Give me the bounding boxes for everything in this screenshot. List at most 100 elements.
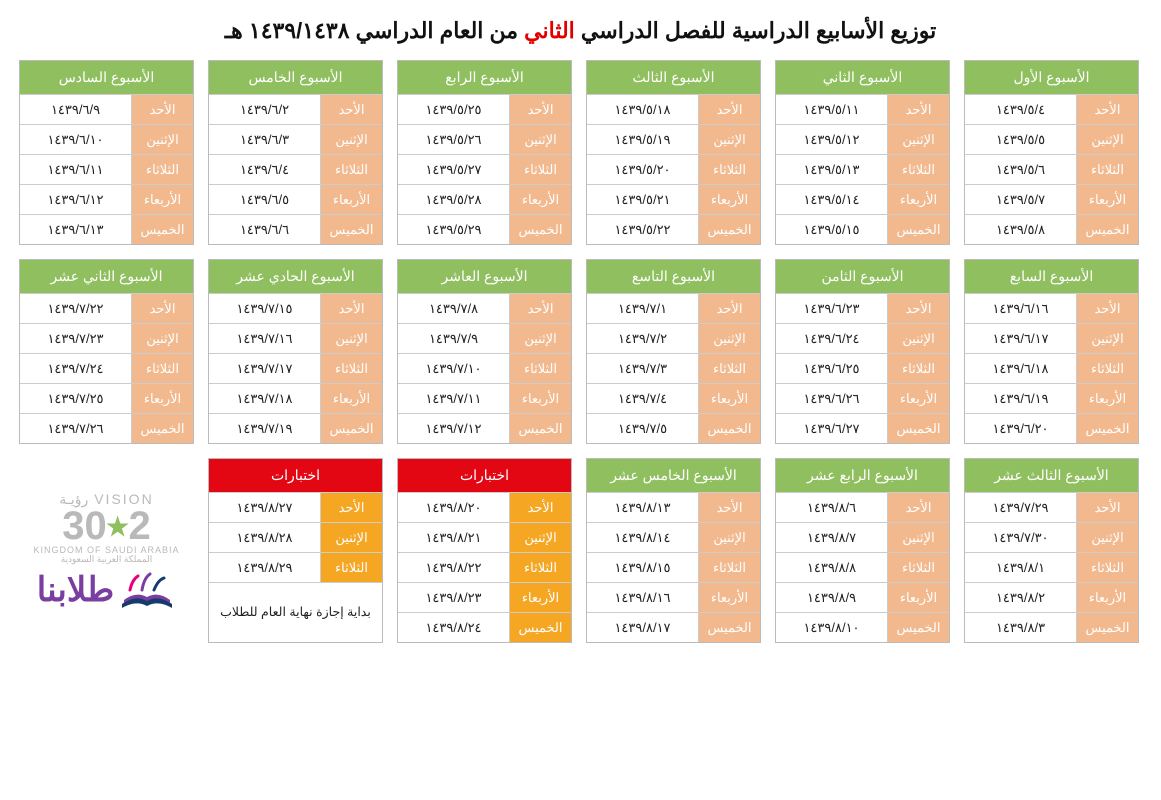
day-label: الخميس [887, 613, 949, 642]
day-label: الإثنين [320, 324, 382, 353]
title-part-red: الثاني [524, 18, 575, 43]
day-date: ١٤٣٩/٨/٢٣ [398, 583, 509, 612]
day-label: الثلاثاء [698, 155, 760, 184]
day-label: الإثنين [698, 125, 760, 154]
day-date: ١٤٣٩/٨/١٣ [587, 493, 698, 522]
day-row: الخميس١٤٣٩/٨/١٠ [776, 612, 949, 642]
day-row: الإثنين١٤٣٩/٧/٢٣ [20, 323, 193, 353]
week-card: الأسبوع الحادي عشرالأحد١٤٣٩/٧/١٥الإثنين١… [208, 259, 383, 444]
day-label: الثلاثاء [320, 155, 382, 184]
day-label: الأربعاء [320, 384, 382, 413]
day-row: الإثنين١٤٣٩/٨/٢١ [398, 522, 571, 552]
day-row: الأربعاء١٤٣٩/٨/٩ [776, 582, 949, 612]
day-row: الأحد١٤٣٩/٥/٤ [965, 94, 1138, 124]
day-row: الخميس١٤٣٩/٦/٢٠ [965, 413, 1138, 443]
day-label: الثلاثاء [1076, 354, 1138, 383]
day-date: ١٤٣٩/٧/٢٥ [20, 384, 131, 413]
day-date: ١٤٣٩/٧/١٥ [209, 294, 320, 323]
day-date: ١٤٣٩/٨/٢٤ [398, 613, 509, 642]
day-date: ١٤٣٩/٧/١١ [398, 384, 509, 413]
day-label: الثلاثاء [131, 354, 193, 383]
day-row: الأربعاء١٤٣٩/٨/٢٣ [398, 582, 571, 612]
day-label: الثلاثاء [320, 354, 382, 383]
week-card: اختباراتالأحد١٤٣٩/٨/٢٠الإثنين١٤٣٩/٨/٢١ال… [397, 458, 572, 643]
day-row: الأربعاء١٤٣٩/٧/٢٥ [20, 383, 193, 413]
week-card: الأسبوع الرابعالأحد١٤٣٩/٥/٢٥الإثنين١٤٣٩/… [397, 60, 572, 245]
day-row: الأربعاء١٤٣٩/٦/١٩ [965, 383, 1138, 413]
day-row: الأحد١٤٣٩/٦/١٦ [965, 293, 1138, 323]
day-label: الخميس [509, 414, 571, 443]
day-date: ١٤٣٩/٨/٣ [965, 613, 1076, 642]
day-row: الأحد١٤٣٩/٦/٩ [20, 94, 193, 124]
week-card: الأسبوع الثالثالأحد١٤٣٩/٥/١٨الإثنين١٤٣٩/… [586, 60, 761, 245]
day-row: الأربعاء١٤٣٩/٧/١١ [398, 383, 571, 413]
day-date: ١٤٣٩/٨/٩ [776, 583, 887, 612]
week-note: بداية إجازة نهاية العام للطلاب [209, 582, 382, 642]
day-row: الأحد١٤٣٩/٧/١ [587, 293, 760, 323]
day-row: الأربعاء١٤٣٩/٦/١٢ [20, 184, 193, 214]
day-label: الأربعاء [698, 583, 760, 612]
day-label: الخميس [509, 613, 571, 642]
day-date: ١٤٣٩/٦/٢٠ [965, 414, 1076, 443]
day-date: ١٤٣٩/٦/٢ [209, 95, 320, 124]
weeks-grid: الأسبوع الأولالأحد١٤٣٩/٥/٤الإثنين١٤٣٩/٥/… [22, 60, 1139, 643]
vision-2030-logo: VISION رؤيـة2٭30KINGDOM OF SAUDI ARABIA … [19, 492, 194, 564]
day-label: الأحد [887, 294, 949, 323]
day-label: الخميس [887, 414, 949, 443]
day-row: الخميس١٤٣٩/٥/٢٢ [587, 214, 760, 244]
day-date: ١٤٣٩/٥/٢٥ [398, 95, 509, 124]
day-date: ١٤٣٩/٦/٩ [20, 95, 131, 124]
day-row: الإثنين١٤٣٩/٥/٥ [965, 124, 1138, 154]
day-row: الإثنين١٤٣٩/٥/١٢ [776, 124, 949, 154]
day-row: الأربعاء١٤٣٩/٥/٢١ [587, 184, 760, 214]
day-label: الأحد [131, 95, 193, 124]
day-date: ١٤٣٩/٧/٢٦ [20, 414, 131, 443]
day-date: ١٤٣٩/٦/١٦ [965, 294, 1076, 323]
day-row: الأحد١٤٣٩/٨/٦ [776, 492, 949, 522]
day-row: الخميس١٤٣٩/٧/٢٦ [20, 413, 193, 443]
week-card: الأسبوع الثامنالأحد١٤٣٩/٦/٢٣الإثنين١٤٣٩/… [775, 259, 950, 444]
day-row: الإثنين١٤٣٩/٦/٢٤ [776, 323, 949, 353]
day-date: ١٤٣٩/٧/١ [587, 294, 698, 323]
day-label: الخميس [509, 215, 571, 244]
day-row: الثلاثاء١٤٣٩/٦/١٨ [965, 353, 1138, 383]
day-row: الثلاثاء١٤٣٩/٧/١٠ [398, 353, 571, 383]
book-icon [118, 570, 176, 610]
title-part-a: توزيع الأسابيع الدراسية للفصل الدراسي [581, 18, 936, 43]
day-row: الثلاثاء١٤٣٩/٨/١٥ [587, 552, 760, 582]
day-date: ١٤٣٩/٦/٣ [209, 125, 320, 154]
day-row: الثلاثاء١٤٣٩/٦/١١ [20, 154, 193, 184]
day-row: الثلاثاء١٤٣٩/٦/٢٥ [776, 353, 949, 383]
day-row: الثلاثاء١٤٣٩/٥/٢٠ [587, 154, 760, 184]
day-label: الخميس [698, 414, 760, 443]
day-row: الأربعاء١٤٣٩/٥/٢٨ [398, 184, 571, 214]
page-title: توزيع الأسابيع الدراسية للفصل الدراسي ال… [22, 18, 1139, 44]
week-card: الأسبوع الرابع عشرالأحد١٤٣٩/٨/٦الإثنين١٤… [775, 458, 950, 643]
day-label: الأحد [509, 294, 571, 323]
day-date: ١٤٣٩/٦/٦ [209, 215, 320, 244]
day-date: ١٤٣٩/٨/٨ [776, 553, 887, 582]
day-date: ١٤٣٩/٨/١٥ [587, 553, 698, 582]
day-row: الأربعاء١٤٣٩/٨/٢ [965, 582, 1138, 612]
day-row: الأربعاء١٤٣٩/٦/٥ [209, 184, 382, 214]
day-label: الخميس [131, 215, 193, 244]
day-label: الأحد [131, 294, 193, 323]
day-label: الخميس [320, 414, 382, 443]
day-date: ١٤٣٩/٧/١٧ [209, 354, 320, 383]
day-label: الثلاثاء [509, 553, 571, 582]
week-card: الأسبوع الخامسالأحد١٤٣٩/٦/٢الإثنين١٤٣٩/٦… [208, 60, 383, 245]
day-date: ١٤٣٩/٧/٢٢ [20, 294, 131, 323]
day-row: الأحد١٤٣٩/٨/١٣ [587, 492, 760, 522]
day-row: الخميس١٤٣٩/٧/١٢ [398, 413, 571, 443]
week-header: الأسبوع الثاني عشر [20, 260, 193, 293]
day-date: ١٤٣٩/٨/١٧ [587, 613, 698, 642]
day-date: ١٤٣٩/٥/٢٧ [398, 155, 509, 184]
day-label: الثلاثاء [509, 354, 571, 383]
day-date: ١٤٣٩/٥/٢١ [587, 185, 698, 214]
day-row: الأربعاء١٤٣٩/٧/١٨ [209, 383, 382, 413]
day-row: الأحد١٤٣٩/٧/١٥ [209, 293, 382, 323]
day-row: الأحد١٤٣٩/٨/٢٠ [398, 492, 571, 522]
day-date: ١٤٣٩/٧/٩ [398, 324, 509, 353]
day-row: الأحد١٤٣٩/٧/٢٩ [965, 492, 1138, 522]
day-date: ١٤٣٩/٥/٧ [965, 185, 1076, 214]
